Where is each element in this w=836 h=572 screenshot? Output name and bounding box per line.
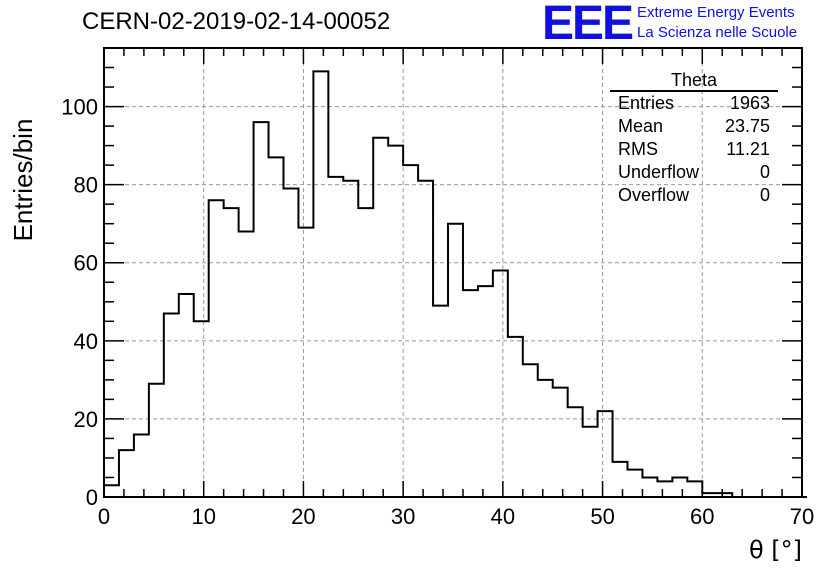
stats-title: Theta — [610, 70, 778, 92]
x-tick-label: 70 — [790, 504, 814, 529]
stats-row-entries: Entries 1963 — [610, 92, 778, 115]
stats-label: Entries — [618, 93, 675, 113]
y-tick-label: 40 — [74, 329, 98, 354]
y-tick-label: 0 — [86, 485, 98, 510]
x-axis-label: θ [°] — [749, 536, 802, 564]
stats-row-rms: RMS 11.21 — [610, 138, 778, 161]
y-axis-label: Entries/bin — [8, 119, 38, 242]
stats-label: Underflow — [618, 162, 700, 182]
stats-row-underflow: Underflow 0 — [610, 161, 778, 184]
axis-ticks — [103, 47, 803, 498]
stats-value: 11.21 — [726, 139, 770, 159]
stats-label: Overflow — [618, 185, 690, 205]
stats-row-overflow: Overflow 0 — [610, 184, 778, 207]
y-tick-label: 80 — [74, 173, 98, 198]
eee-logo-line1: Extreme Energy Events — [637, 4, 795, 21]
axis-tick-labels: 0 10 20 30 40 50 60 70 0 20 40 60 80 100 — [61, 95, 814, 529]
stats-value: 0 — [759, 162, 770, 182]
x-tick-label: 0 — [98, 504, 110, 529]
x-tick-label: 10 — [191, 504, 215, 529]
stats-label: RMS — [618, 139, 658, 159]
grid-lines — [104, 48, 802, 497]
x-tick-label: 20 — [291, 504, 315, 529]
stats-value: 23.75 — [724, 116, 770, 136]
histogram-series-theta — [103, 70, 807, 498]
stats-label: Mean — [618, 116, 664, 136]
plot-frame — [103, 47, 803, 498]
stats-row-mean: Mean 23.75 — [610, 115, 778, 138]
eee-logo-line2: La Scienza nelle Scuole — [637, 24, 798, 41]
x-tick-label: 60 — [690, 504, 714, 529]
y-tick-label: 100 — [61, 95, 98, 120]
stats-value: 1963 — [729, 93, 770, 113]
x-tick-label: 40 — [491, 504, 515, 529]
eee-logo: EEE — [542, 0, 634, 50]
x-tick-label: 30 — [391, 504, 415, 529]
run-title: CERN-02-2019-02-14-00052 — [82, 8, 391, 35]
y-tick-label: 60 — [74, 251, 98, 276]
stats-box: Theta Entries 1963 Mean 23.75 RMS 11.21 … — [610, 70, 778, 207]
y-tick-label: 20 — [74, 407, 98, 432]
x-tick-label: 50 — [590, 504, 614, 529]
stats-value: 0 — [759, 185, 770, 205]
